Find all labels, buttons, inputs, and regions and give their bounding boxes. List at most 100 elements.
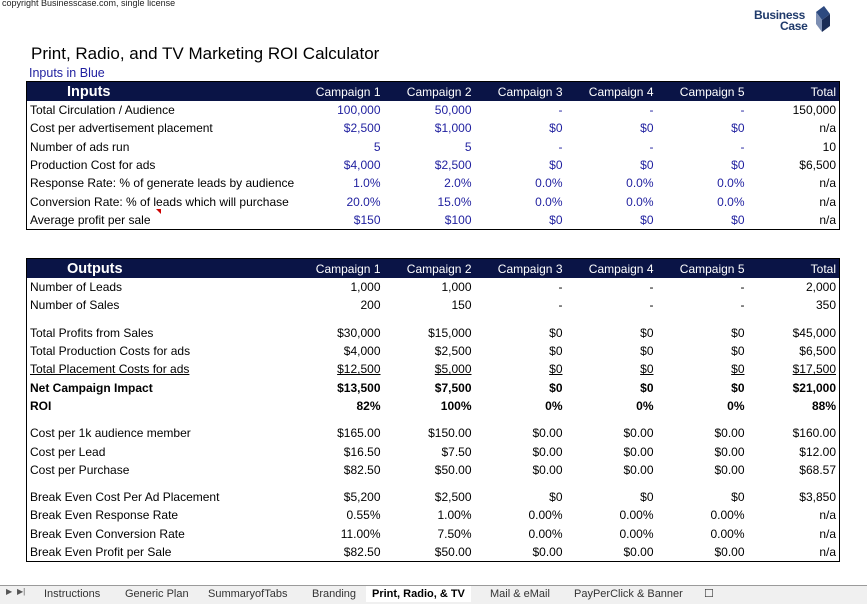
value-cell: $5,000: [434, 362, 472, 377]
column-header: Campaign 2: [383, 258, 475, 278]
input-cell[interactable]: 50,000: [434, 103, 472, 118]
value-cell: $0: [731, 325, 745, 340]
input-cell[interactable]: 5: [464, 139, 472, 154]
sheet-tab[interactable]: Print, Radio, & TV: [366, 586, 471, 602]
value-cell: 88%: [811, 398, 836, 413]
value-cell: $0: [731, 380, 745, 395]
value-cell: $0: [731, 362, 745, 377]
value-cell: -: [558, 280, 563, 295]
row-label: Number of ads run: [30, 139, 130, 154]
input-cell[interactable]: $0: [640, 158, 654, 173]
input-cell[interactable]: $0: [731, 212, 745, 227]
input-cell[interactable]: 1.0%: [353, 176, 381, 191]
cell-comment-indicator[interactable]: [156, 209, 161, 214]
value-cell: n/a: [819, 121, 836, 136]
input-cell[interactable]: -: [558, 103, 563, 118]
input-cell[interactable]: $1,000: [434, 121, 472, 136]
input-cell[interactable]: $0: [640, 212, 654, 227]
value-cell: $13,500: [337, 380, 381, 395]
input-cell[interactable]: $100: [444, 212, 472, 227]
scroll-tabs-next-icon[interactable]: ▶: [6, 587, 13, 596]
value-cell: 150: [451, 298, 472, 313]
input-cell[interactable]: $150: [353, 212, 381, 227]
sheet-tab[interactable]: Instructions: [44, 588, 101, 600]
value-cell: 0%: [545, 398, 563, 413]
column-header: Campaign 4: [565, 81, 657, 101]
scroll-tabs-last-icon[interactable]: ▶|: [17, 587, 26, 596]
input-cell[interactable]: 20.0%: [346, 194, 381, 209]
inputs-table: Inputs Campaign 1 Campaign 2 Campaign 3 Camp…: [26, 81, 840, 231]
input-cell[interactable]: 0.0%: [535, 194, 563, 209]
value-cell: 10: [822, 139, 836, 154]
input-cell[interactable]: -: [649, 139, 654, 154]
input-cell[interactable]: 2.0%: [444, 176, 472, 191]
value-cell: $0: [640, 362, 654, 377]
column-header: Campaign 2: [383, 81, 475, 101]
input-cell[interactable]: $0: [731, 158, 745, 173]
input-cell[interactable]: 0.0%: [717, 176, 745, 191]
value-cell: 0.55%: [346, 508, 381, 523]
value-cell: $6,500: [799, 158, 836, 173]
input-cell[interactable]: $2,500: [434, 158, 472, 173]
value-cell: 7.50%: [437, 526, 472, 541]
row-label: Response Rate: % of generate leads by au…: [30, 176, 294, 191]
value-cell: 0.00%: [528, 526, 563, 541]
outputs-header-row: Outputs Campaign 1 Campaign 2 Campaign 3 Cam…: [26, 258, 840, 278]
table-row: Break Even Cost Per Ad Placement $5,200 $2…: [27, 488, 840, 506]
value-cell: $30,000: [337, 325, 381, 340]
input-cell[interactable]: -: [740, 139, 745, 154]
value-cell: 200: [360, 298, 381, 313]
outputs-table: Outputs Campaign 1 Campaign 2 Campaign 3 Cam…: [26, 258, 840, 563]
input-cell[interactable]: $0: [549, 121, 563, 136]
column-header: Total: [747, 258, 840, 278]
row-label: Number of Leads: [30, 280, 123, 295]
sheet-tab[interactable]: Generic Plan: [125, 588, 189, 600]
value-cell: $0: [549, 362, 563, 377]
input-cell[interactable]: 5: [373, 139, 381, 154]
value-cell: $68.57: [799, 462, 836, 477]
column-header: Campaign 3: [474, 81, 566, 101]
row-label: Net Campaign Impact: [30, 380, 153, 395]
value-cell: $0: [549, 344, 563, 359]
value-cell: $0: [640, 325, 654, 340]
input-cell[interactable]: 0.0%: [626, 176, 654, 191]
input-cell[interactable]: 0.0%: [717, 194, 745, 209]
input-cell[interactable]: 0.0%: [626, 194, 654, 209]
sheet-tab[interactable]: PayPerClick & Banner: [574, 588, 683, 600]
input-cell[interactable]: $0: [731, 121, 745, 136]
value-cell: -: [649, 280, 654, 295]
input-cell[interactable]: 100,000: [337, 103, 381, 118]
value-cell: 150,000: [792, 103, 836, 118]
row-label: Average profit per sale: [30, 212, 151, 227]
table-row: Number of Leads 1,000 1,000 - - - 2,000: [27, 278, 840, 296]
sheet-tab[interactable]: Mail & eMail: [490, 588, 550, 600]
input-cell[interactable]: -: [649, 103, 654, 118]
value-cell: $7.50: [441, 444, 472, 459]
new-sheet-icon[interactable]: ☐: [704, 588, 714, 600]
input-cell[interactable]: -: [740, 103, 745, 118]
input-cell[interactable]: 15.0%: [437, 194, 472, 209]
input-cell[interactable]: 0.0%: [535, 176, 563, 191]
input-cell[interactable]: -: [558, 139, 563, 154]
input-cell[interactable]: $0: [549, 212, 563, 227]
input-cell[interactable]: $0: [640, 121, 654, 136]
row-label: Break Even Conversion Rate: [30, 526, 185, 541]
input-cell[interactable]: $4,000: [343, 158, 381, 173]
value-cell: $45,000: [792, 325, 836, 340]
table-row: Break Even Conversion Rate 11.00% 7.50% 0.0…: [27, 525, 840, 543]
value-cell: n/a: [819, 508, 836, 523]
sheet-tab[interactable]: Branding: [312, 588, 357, 600]
row-label: Number of Sales: [30, 298, 120, 313]
table-row: ROI 82% 100% 0% 0% 0% 88%: [27, 397, 840, 415]
value-cell: $150.00: [428, 426, 472, 441]
value-cell: -: [740, 298, 745, 313]
value-cell: $50.00: [434, 545, 472, 559]
value-cell: $3,850: [799, 490, 836, 505]
sheet-tab[interactable]: SummaryofTabs: [208, 588, 288, 600]
column-header: Campaign 5: [656, 81, 748, 101]
value-cell: $21,000: [792, 380, 836, 395]
input-cell[interactable]: $0: [549, 158, 563, 173]
value-cell: $0.00: [714, 426, 745, 441]
input-cell[interactable]: $2,500: [343, 121, 381, 136]
spacer-row: [27, 479, 840, 488]
